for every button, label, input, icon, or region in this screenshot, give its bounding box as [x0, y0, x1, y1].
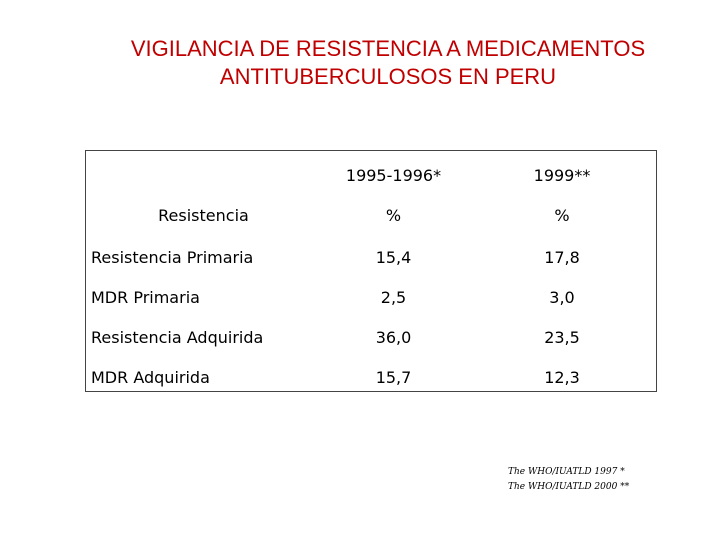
value-cell: 36,0: [375, 328, 412, 347]
column-subheader: %: [385, 206, 402, 225]
row-label: Resistencia Adquirida: [91, 328, 264, 347]
value-cell: 2,5: [380, 288, 407, 307]
column-header: 1995-1996*: [345, 166, 442, 185]
value-cell: 15,4: [375, 248, 412, 267]
column-subheader: %: [554, 206, 570, 225]
footnote: The WHO/IUATLD 2000 **: [508, 482, 630, 492]
value-cell: 12,3: [544, 368, 580, 387]
row-label: MDR Primaria: [91, 288, 200, 307]
row-label: MDR Adquirida: [91, 368, 210, 387]
title-line: VIGILANCIA DE RESISTENCIA A MEDICAMENTOS: [130, 36, 646, 61]
footnote: The WHO/IUATLD 1997 *: [508, 467, 625, 477]
value-cell: 23,5: [544, 328, 580, 347]
value-cell: 3,0: [549, 288, 575, 307]
column-header: 1999**: [533, 166, 591, 185]
title-line: ANTITUBERCULOSOS EN PERU: [219, 64, 557, 89]
row-label: Resistencia Primaria: [91, 248, 254, 267]
column-subheader: Resistencia: [158, 206, 249, 225]
value-cell: 15,7: [375, 368, 412, 387]
table: 1995-1996* 1999** Resistencia%% Resistencia…: [85, 150, 657, 392]
value-cell: 17,8: [544, 248, 580, 267]
